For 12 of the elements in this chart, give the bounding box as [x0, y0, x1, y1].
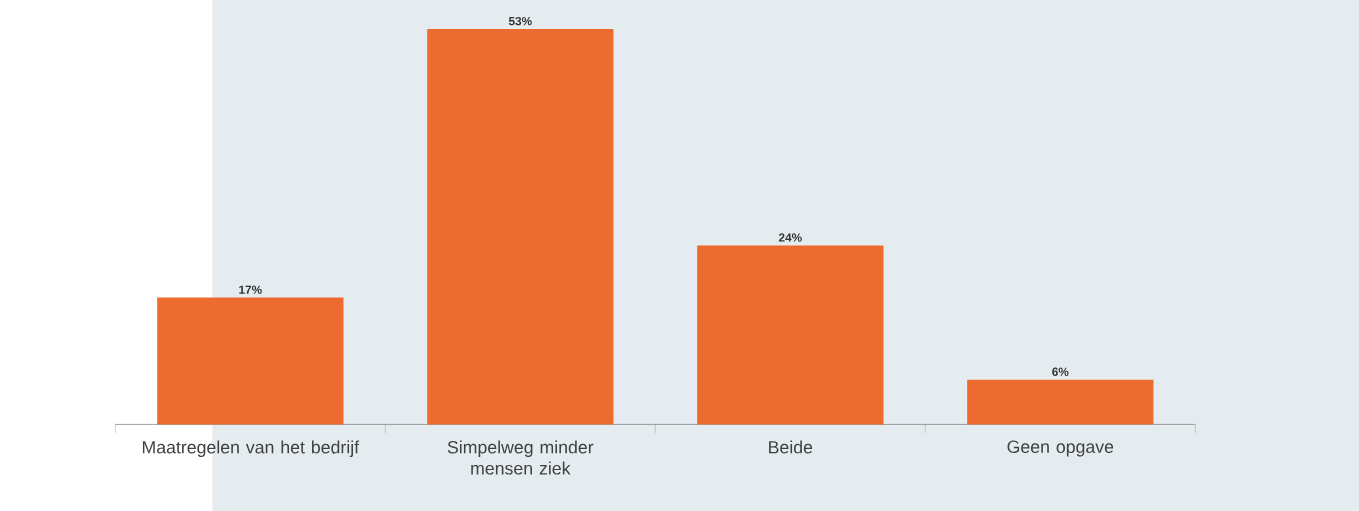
data-label: 6% [1052, 367, 1069, 376]
x-tick-label: Maatregelen van het bedrijf [142, 440, 360, 457]
data-label: 24% [778, 233, 802, 242]
bar [427, 28, 614, 425]
data-label: 17% [239, 285, 262, 294]
x-tick-label: Geen opgave [1007, 440, 1114, 457]
x-tick-label: Simpelweg minder mensen ziek [447, 440, 594, 475]
bar [697, 245, 884, 425]
data-label: 53% [508, 16, 532, 26]
bar [967, 379, 1154, 425]
bar [157, 297, 344, 425]
x-tick-label: Beide [769, 440, 813, 454]
